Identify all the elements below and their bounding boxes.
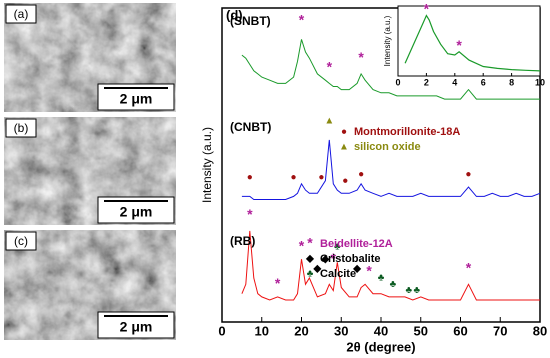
legend-label: Montmorillonite-18A [354, 126, 460, 138]
y-axis-label: Intensity (a.u.) [200, 127, 214, 203]
scale-label: 2 μm [120, 319, 153, 335]
peak-marker: * [327, 58, 333, 74]
peak-marker: ◆ [313, 263, 322, 274]
peak-marker: * [247, 206, 253, 222]
x-tick-label: 20 [294, 323, 308, 338]
x-tick-label: 40 [374, 323, 388, 338]
panel-label-box [5, 4, 37, 24]
peak-marker: ● [247, 172, 253, 183]
x-tick-label: 8 [509, 77, 514, 87]
peak-marker: * [466, 259, 472, 275]
peak-marker: ♣ [390, 279, 397, 290]
x-tick-label: 70 [493, 323, 507, 338]
x-tick-label: 0 [395, 77, 400, 87]
legend-symbol: ▲ [339, 142, 349, 153]
peak-marker: ◆ [352, 263, 361, 274]
x-tick-label: 2 [424, 77, 429, 87]
x-tick-label: 50 [414, 323, 428, 338]
y-axis-label: Intensity (a.u.) [383, 15, 392, 66]
x-tick-label: 0 [218, 323, 225, 338]
xrd-line [241, 139, 541, 200]
x-axis-label: 2θ (degree) [346, 339, 415, 354]
legend-symbol: * [307, 235, 313, 251]
scale-label: 2 μm [120, 204, 153, 220]
peak-marker: ◆ [320, 254, 329, 265]
series-label: (SNBT) [230, 14, 271, 28]
peak-marker: * [424, 1, 430, 17]
peak-marker: * [366, 262, 372, 278]
peak-marker: * [275, 275, 281, 291]
peak-marker: * [299, 237, 305, 253]
peak-marker: ▲ [324, 116, 334, 127]
legend-label: Beidellite-12A [320, 238, 393, 250]
series-label: (CNBT) [230, 120, 271, 134]
peak-marker: ● [318, 172, 324, 183]
legend-label: Calcite [320, 268, 356, 280]
panel-label: (b) [14, 121, 29, 135]
scale-label: 2 μm [120, 91, 153, 107]
series-label: (RB) [230, 234, 255, 248]
xrd-line [241, 39, 540, 100]
peak-marker: ♣ [334, 241, 341, 252]
legend-label: silicon oxide [354, 141, 421, 153]
panel-label: (d) [226, 7, 243, 22]
peak-marker: * [456, 37, 462, 53]
peak-marker: ● [291, 172, 297, 183]
x-tick-label: 10 [255, 323, 269, 338]
panel-label-box [5, 118, 37, 138]
plot-frame [397, 5, 541, 77]
panel-label-box [5, 231, 37, 251]
peak-marker: ♣ [378, 273, 385, 284]
peak-marker: ● [465, 169, 471, 180]
legend-label: Cristobalite [320, 253, 381, 265]
x-tick-label: 4 [452, 77, 457, 87]
x-tick-label: 80 [533, 323, 547, 338]
panel-label: (a) [14, 7, 29, 21]
legend-symbol: ◆ [305, 254, 314, 265]
peak-marker: * [358, 49, 364, 65]
peak-marker: ♣ [413, 285, 420, 296]
x-tick-label: 10 [535, 77, 545, 87]
x-tick-label: 6 [481, 77, 486, 87]
panel-label: (c) [14, 234, 28, 248]
peak-marker: ● [342, 175, 348, 186]
legend-symbol: ● [341, 127, 347, 138]
peak-marker: * [299, 11, 305, 27]
x-tick-label: 30 [334, 323, 348, 338]
x-tick-label: 60 [453, 323, 467, 338]
peak-marker: * [331, 250, 337, 266]
peak-marker: ♣ [406, 285, 413, 296]
peak-marker: ● [358, 169, 364, 180]
xrd-line [241, 230, 540, 301]
legend-symbol: ♣ [307, 269, 314, 280]
xrd-line [404, 14, 541, 72]
